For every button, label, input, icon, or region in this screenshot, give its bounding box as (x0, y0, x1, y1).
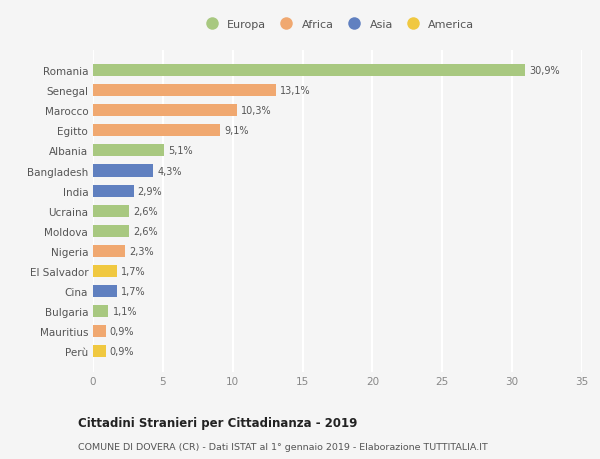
Bar (93, 205, 130, 217)
Bar (93, 185, 134, 197)
Bar (93, 125, 220, 137)
Bar (93, 285, 117, 297)
Text: COMUNE DI DOVERA (CR) - Dati ISTAT al 1° gennaio 2019 - Elaborazione TUTTITALIA.: COMUNE DI DOVERA (CR) - Dati ISTAT al 1°… (78, 442, 488, 451)
Bar (93, 305, 109, 317)
Bar (93, 165, 153, 177)
Text: 5,1%: 5,1% (169, 146, 193, 156)
Text: 1,1%: 1,1% (113, 306, 137, 316)
Bar (93, 225, 130, 237)
Text: 2,3%: 2,3% (130, 246, 154, 256)
Bar (93, 345, 106, 357)
Text: 2,6%: 2,6% (134, 226, 158, 236)
Text: 0,9%: 0,9% (110, 326, 134, 336)
Text: 1,7%: 1,7% (121, 286, 146, 296)
Bar (93, 145, 164, 157)
Bar (93, 105, 237, 117)
Text: 1,7%: 1,7% (121, 266, 146, 276)
Text: 10,3%: 10,3% (241, 106, 272, 116)
Bar (93, 265, 117, 277)
Text: Cittadini Stranieri per Cittadinanza - 2019: Cittadini Stranieri per Cittadinanza - 2… (78, 416, 358, 429)
Bar (93, 245, 125, 257)
Bar (93, 65, 525, 77)
Text: 2,6%: 2,6% (134, 206, 158, 216)
Legend: Europa, Africa, Asia, America: Europa, Africa, Asia, America (198, 17, 477, 32)
Text: 4,3%: 4,3% (157, 166, 182, 176)
Text: 9,1%: 9,1% (224, 126, 249, 136)
Text: 13,1%: 13,1% (280, 86, 311, 96)
Bar (93, 85, 276, 97)
Text: 0,9%: 0,9% (110, 346, 134, 356)
Text: 2,9%: 2,9% (138, 186, 163, 196)
Text: 30,9%: 30,9% (529, 66, 560, 76)
Bar (93, 325, 106, 337)
